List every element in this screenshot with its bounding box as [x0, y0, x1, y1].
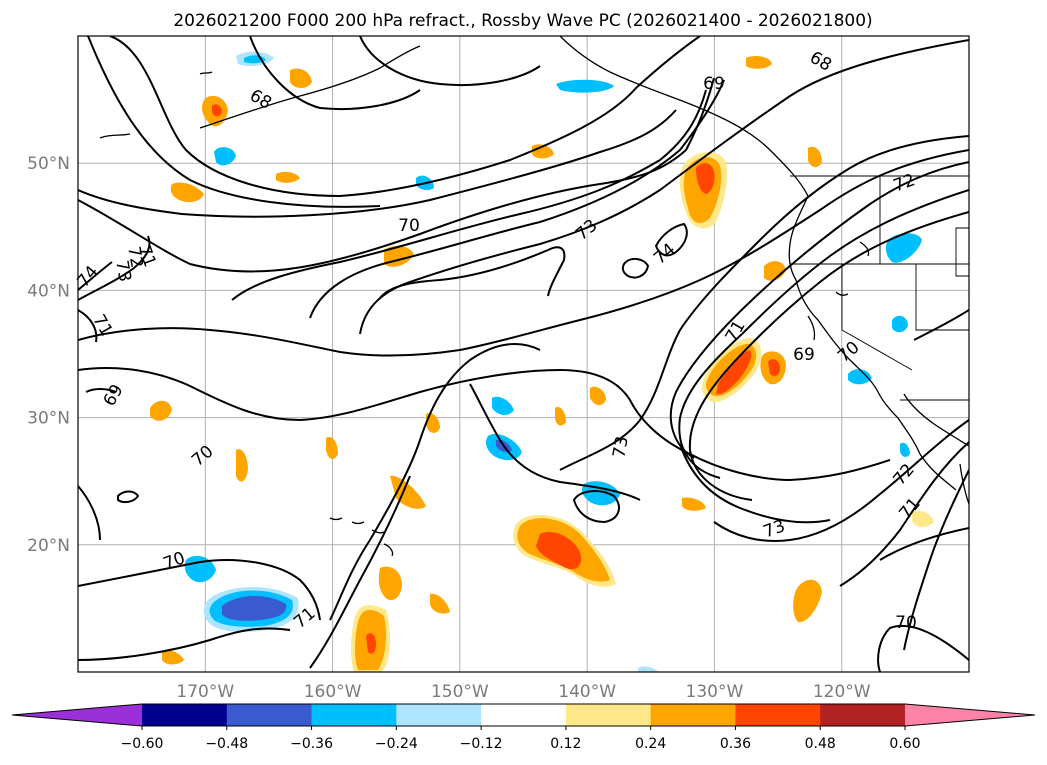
colorbar-tick-label: 0.24 [635, 736, 666, 752]
colorbar-tick-label: −0.60 [121, 736, 164, 752]
axis-tick-labels: 170°W 160°W 150°W 140°W 130°W 120°W 50°N 40°N 30… [27, 154, 871, 702]
contour-label: 70 [398, 216, 420, 236]
contour-label: 70 [895, 613, 917, 633]
contour-label: 69 [793, 345, 815, 365]
colorbar: −0.60 −0.48 −0.36 −0.24 −0.12 0.12 0.24 0.36 0.4… [11, 703, 1036, 752]
lon-tick-label: 120°W [813, 682, 871, 702]
contour-label: 73 [609, 435, 632, 460]
colorbar-tick-label: −0.48 [205, 736, 248, 752]
colorbar-extend-high [905, 704, 1035, 726]
colorbar-tick-label: 0.60 [889, 736, 920, 752]
figure-title: 2026021200 F000 200 hPa refract., Rossby… [173, 11, 872, 31]
contour-label: 72 [123, 245, 146, 270]
contour-label: 73 [111, 259, 134, 284]
colorbar-extend-low [12, 704, 142, 726]
lon-tick-label: 130°W [686, 682, 744, 702]
colorbar-segment [735, 704, 821, 726]
lat-tick-label: 40°N [27, 281, 70, 301]
map-frame [77, 35, 970, 673]
colorbar-segment [142, 704, 228, 726]
shading-negative [184, 51, 922, 672]
colorbar-segment [565, 704, 652, 726]
colorbar-tick-label: −0.12 [460, 736, 503, 752]
colorbar-tick-label: 0.36 [720, 736, 751, 752]
lon-tick-label: 170°W [176, 682, 234, 702]
colorbar-segment [820, 704, 906, 726]
colorbar-segment [650, 704, 736, 726]
map-area [78, 36, 969, 672]
colorbar-segment [311, 704, 397, 726]
lon-tick-label: 140°W [558, 682, 616, 702]
lat-tick-label: 50°N [27, 154, 70, 174]
refractivity-contours [78, 36, 969, 672]
colorbar-segment [226, 704, 313, 726]
lat-tick-label: 20°N [27, 536, 70, 556]
colorbar-tick-label: 0.48 [805, 736, 836, 752]
colorbar-segment [481, 704, 567, 726]
colorbar-tick-label: −0.36 [290, 736, 333, 752]
political-boundaries [790, 175, 969, 401]
lon-tick-label: 150°W [431, 682, 489, 702]
colorbar-segment [396, 704, 482, 726]
colorbar-tick-label: −0.24 [375, 736, 418, 752]
shading-positive [150, 56, 934, 672]
contour-label: 69 [703, 74, 725, 94]
lon-tick-label: 160°W [304, 682, 362, 702]
lat-tick-label: 30°N [27, 409, 70, 429]
colorbar-tick-label: 0.12 [550, 736, 581, 752]
